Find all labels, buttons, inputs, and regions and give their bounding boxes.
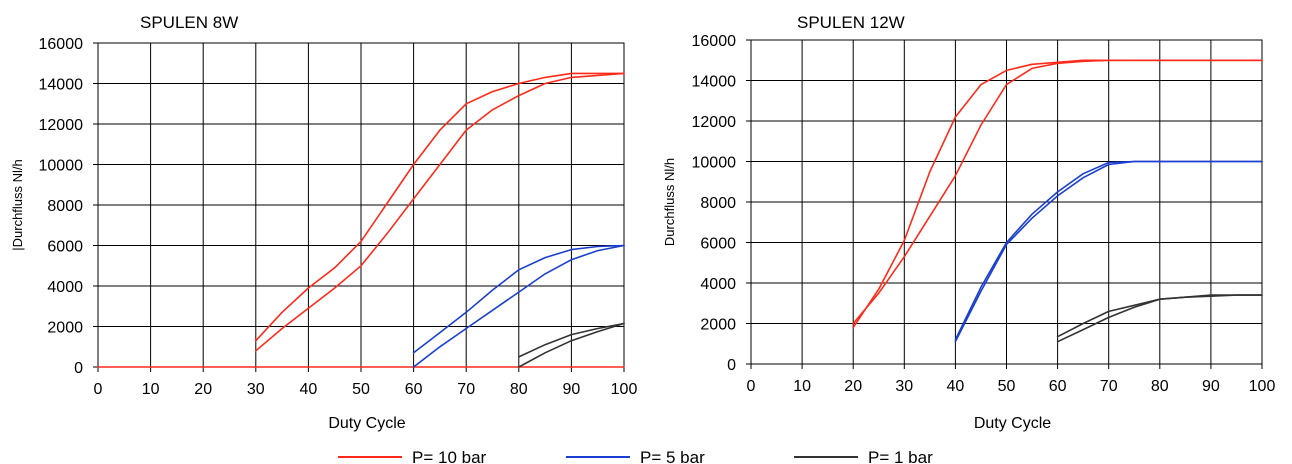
x-tick-label: 70 bbox=[1100, 378, 1118, 395]
y-tick-label: 14000 bbox=[39, 77, 84, 94]
x-tick-label: 100 bbox=[611, 381, 638, 398]
chart-title: SPULEN 8W bbox=[140, 13, 238, 32]
legend-label: P= 1 bar bbox=[868, 448, 933, 464]
chart-left: 0 10 20 30 40 50 60 70 80 90 100 0 2000 4000 6000 8000 1… bbox=[10, 13, 637, 432]
x-tick-label: 20 bbox=[194, 381, 212, 398]
x-tick-label: 0 bbox=[747, 378, 756, 395]
y-tick-label: 0 bbox=[74, 360, 83, 377]
y-tick-label: 12000 bbox=[39, 117, 84, 134]
series-line bbox=[412, 244, 625, 354]
y-tick-label: 14000 bbox=[692, 74, 737, 91]
y-tick-label: 6000 bbox=[47, 239, 83, 256]
x-tick-label: 10 bbox=[793, 378, 811, 395]
chart-title: SPULEN 12W bbox=[797, 13, 905, 32]
series-line bbox=[517, 322, 625, 368]
x-tick-label: 30 bbox=[895, 378, 913, 395]
legend: P= 10 bar P= 5 bar P= 1 bar bbox=[338, 448, 933, 464]
x-axis-label: Duty Cycle bbox=[974, 415, 1051, 432]
y-tick-label: 16000 bbox=[692, 33, 737, 50]
x-tick-label: 90 bbox=[563, 381, 581, 398]
x-tick-label: 100 bbox=[1249, 378, 1276, 395]
x-tick-label: 50 bbox=[998, 378, 1016, 395]
y-axis-label: |Durchfluss Nl/h bbox=[10, 159, 25, 251]
x-tick-label: 40 bbox=[947, 378, 965, 395]
y-tick-label: 4000 bbox=[700, 276, 736, 293]
x-tick-label: 60 bbox=[405, 381, 423, 398]
legend-label: P= 5 bar bbox=[640, 448, 705, 464]
series-line bbox=[517, 322, 625, 358]
x-tick-label: 30 bbox=[247, 381, 265, 398]
y-tick-label: 10000 bbox=[39, 158, 84, 175]
series-line bbox=[954, 160, 1263, 343]
chart-right: 0 10 20 30 40 50 60 70 80 90 100 0 2000 4000 6000 8000 1… bbox=[662, 13, 1275, 432]
x-tick-label: 40 bbox=[300, 381, 318, 398]
y-axis-label: Durchfluss Nl/h bbox=[662, 158, 677, 246]
y-tick-label: 0 bbox=[727, 357, 736, 374]
y-tick-label: 10000 bbox=[692, 155, 737, 172]
y-tick-label: 6000 bbox=[700, 236, 736, 253]
x-tick-label: 80 bbox=[510, 381, 528, 398]
x-axis-label: Duty Cycle bbox=[328, 415, 405, 432]
y-tick-label: 8000 bbox=[47, 198, 83, 215]
x-tick-label: 0 bbox=[94, 381, 103, 398]
y-tick-label: 2000 bbox=[47, 320, 83, 337]
series-line bbox=[255, 72, 625, 342]
series-line bbox=[852, 59, 1263, 325]
x-tick-label: 50 bbox=[352, 381, 370, 398]
x-tick-label: 80 bbox=[1151, 378, 1169, 395]
x-tick-label: 60 bbox=[1049, 378, 1067, 395]
x-tick-label: 20 bbox=[844, 378, 862, 395]
legend-label: P= 10 bar bbox=[412, 448, 487, 464]
series-line bbox=[412, 244, 625, 368]
y-tick-label: 8000 bbox=[700, 195, 736, 212]
x-tick-label: 70 bbox=[457, 381, 475, 398]
y-tick-label: 4000 bbox=[47, 279, 83, 296]
y-tick-label: 2000 bbox=[700, 317, 736, 334]
y-tick-label: 12000 bbox=[692, 114, 737, 131]
y-tick-label: 16000 bbox=[39, 36, 84, 53]
x-tick-label: 10 bbox=[142, 381, 160, 398]
series-line bbox=[255, 72, 625, 352]
series-line bbox=[1056, 294, 1263, 343]
x-tick-label: 90 bbox=[1202, 378, 1220, 395]
